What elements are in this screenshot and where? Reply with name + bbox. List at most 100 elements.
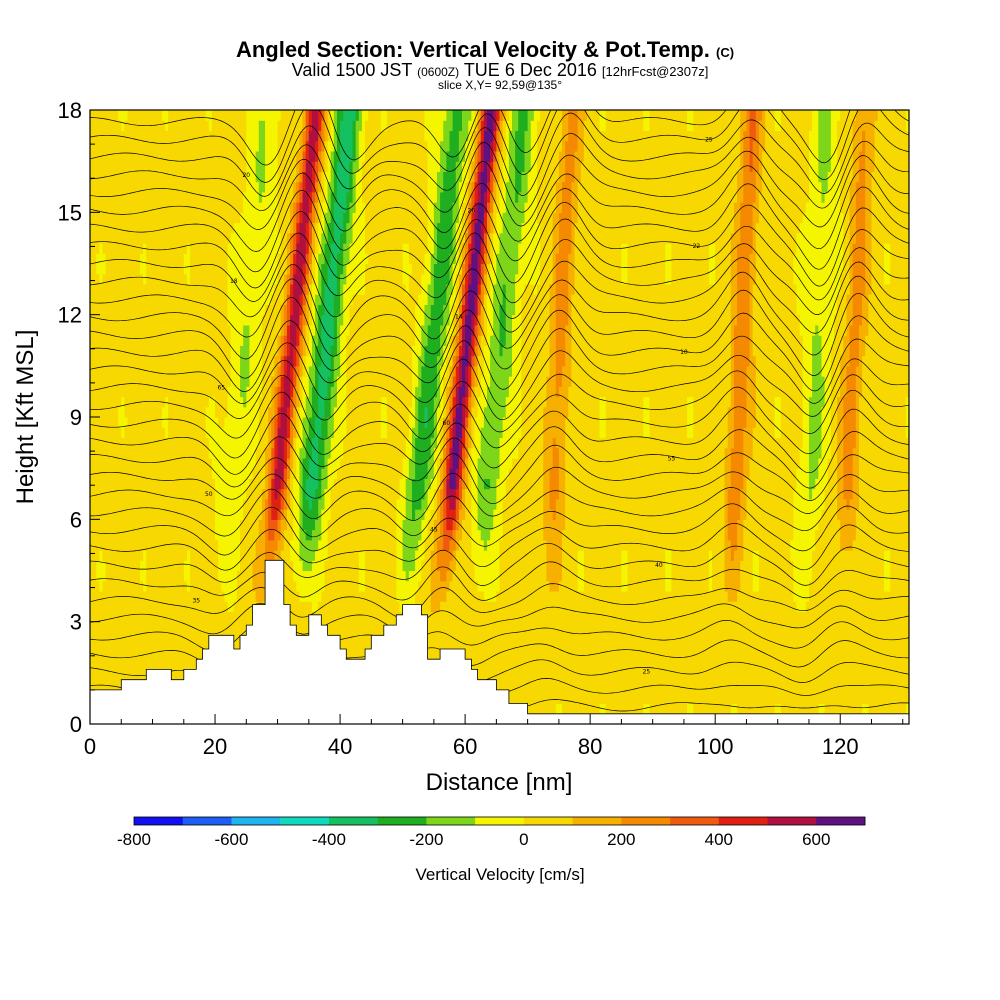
field-cell (155, 294, 160, 306)
field-cell (105, 150, 110, 162)
field-cell (121, 191, 125, 203)
field-cell (124, 140, 129, 152)
field-cell (196, 110, 201, 121)
field-cell (133, 437, 138, 449)
field-cell (140, 181, 144, 193)
field-cell (111, 304, 116, 316)
field-cell (190, 335, 194, 346)
field-cell (265, 355, 269, 367)
field-cell (155, 335, 160, 346)
field-cell (105, 642, 110, 653)
field-cell (102, 631, 107, 643)
field-cell (261, 488, 266, 500)
field-cell (290, 457, 294, 469)
field-cell (99, 130, 104, 142)
field-cell (330, 140, 335, 152)
field-cell (93, 652, 97, 664)
field-cell (196, 396, 201, 408)
field-cell (96, 550, 100, 561)
field-cell (293, 212, 297, 224)
field-cell (315, 171, 319, 183)
field-cell (221, 570, 226, 582)
field-cell (280, 171, 285, 183)
field-cell (336, 560, 341, 572)
field-cell (127, 202, 132, 213)
field-cell (196, 437, 201, 449)
field-cell (243, 324, 247, 336)
field-cell (221, 181, 226, 193)
field-cell (208, 478, 213, 490)
field-cell (340, 273, 344, 285)
field-cell (155, 519, 160, 531)
field-cell (161, 232, 166, 244)
field-cell (343, 120, 347, 132)
field-cell (171, 478, 176, 490)
field-cell (318, 355, 322, 367)
field-cell (202, 273, 207, 285)
field-cell (305, 509, 310, 520)
field-cell (302, 621, 307, 633)
field-cell (299, 580, 304, 592)
field-cell (246, 140, 251, 152)
field-cell (186, 171, 191, 183)
field-cell (336, 283, 341, 295)
field-cell (196, 243, 201, 254)
field-cell (293, 396, 297, 408)
field-cell (93, 417, 97, 428)
field-cell (265, 417, 269, 428)
field-cell (111, 488, 116, 500)
field-cell (202, 376, 207, 387)
field-cell (118, 406, 122, 418)
field-cell (258, 110, 263, 121)
field-cell (105, 386, 110, 398)
field-cell (149, 324, 154, 336)
field-cell (346, 468, 351, 479)
field-cell (318, 478, 322, 490)
field-cell (346, 120, 351, 132)
field-cell (180, 590, 185, 602)
field-cell (146, 110, 150, 121)
field-cell (318, 232, 322, 244)
field-cell (171, 181, 176, 193)
field-cell (215, 498, 219, 510)
field-cell (127, 171, 132, 183)
field-cell (215, 376, 219, 387)
field-cell (311, 130, 316, 142)
field-cell (296, 396, 301, 408)
field-cell (330, 396, 335, 408)
field-cell (115, 181, 119, 193)
field-cell (127, 406, 132, 418)
field-cell (333, 601, 338, 613)
field-cell (133, 263, 138, 275)
field-cell (140, 529, 144, 541)
field-cell (133, 539, 138, 551)
field-cell (296, 365, 301, 377)
field-cell (240, 304, 244, 316)
field-cell (146, 621, 150, 633)
field-cell (171, 509, 176, 520)
field-cell (136, 662, 141, 674)
field-cell (108, 181, 113, 193)
field-cell (252, 580, 257, 592)
field-cell (221, 539, 226, 551)
field-cell (311, 345, 316, 357)
field-cell (165, 519, 169, 531)
field-cell (118, 161, 122, 172)
field-cell (111, 253, 116, 265)
field-cell (280, 550, 285, 561)
field-cell (143, 171, 147, 183)
field-cell (327, 427, 332, 439)
field-cell (199, 355, 204, 367)
field-cell (149, 611, 154, 623)
field-cell (343, 642, 347, 653)
field-cell (336, 161, 341, 172)
field-cell (346, 253, 351, 265)
field-cell (165, 283, 169, 295)
field-cell (271, 140, 276, 152)
field-cell (230, 232, 235, 244)
field-cell (143, 283, 147, 295)
field-cell (218, 396, 222, 408)
field-cell (343, 171, 347, 183)
field-cell (246, 212, 251, 224)
field-cell (202, 263, 207, 275)
